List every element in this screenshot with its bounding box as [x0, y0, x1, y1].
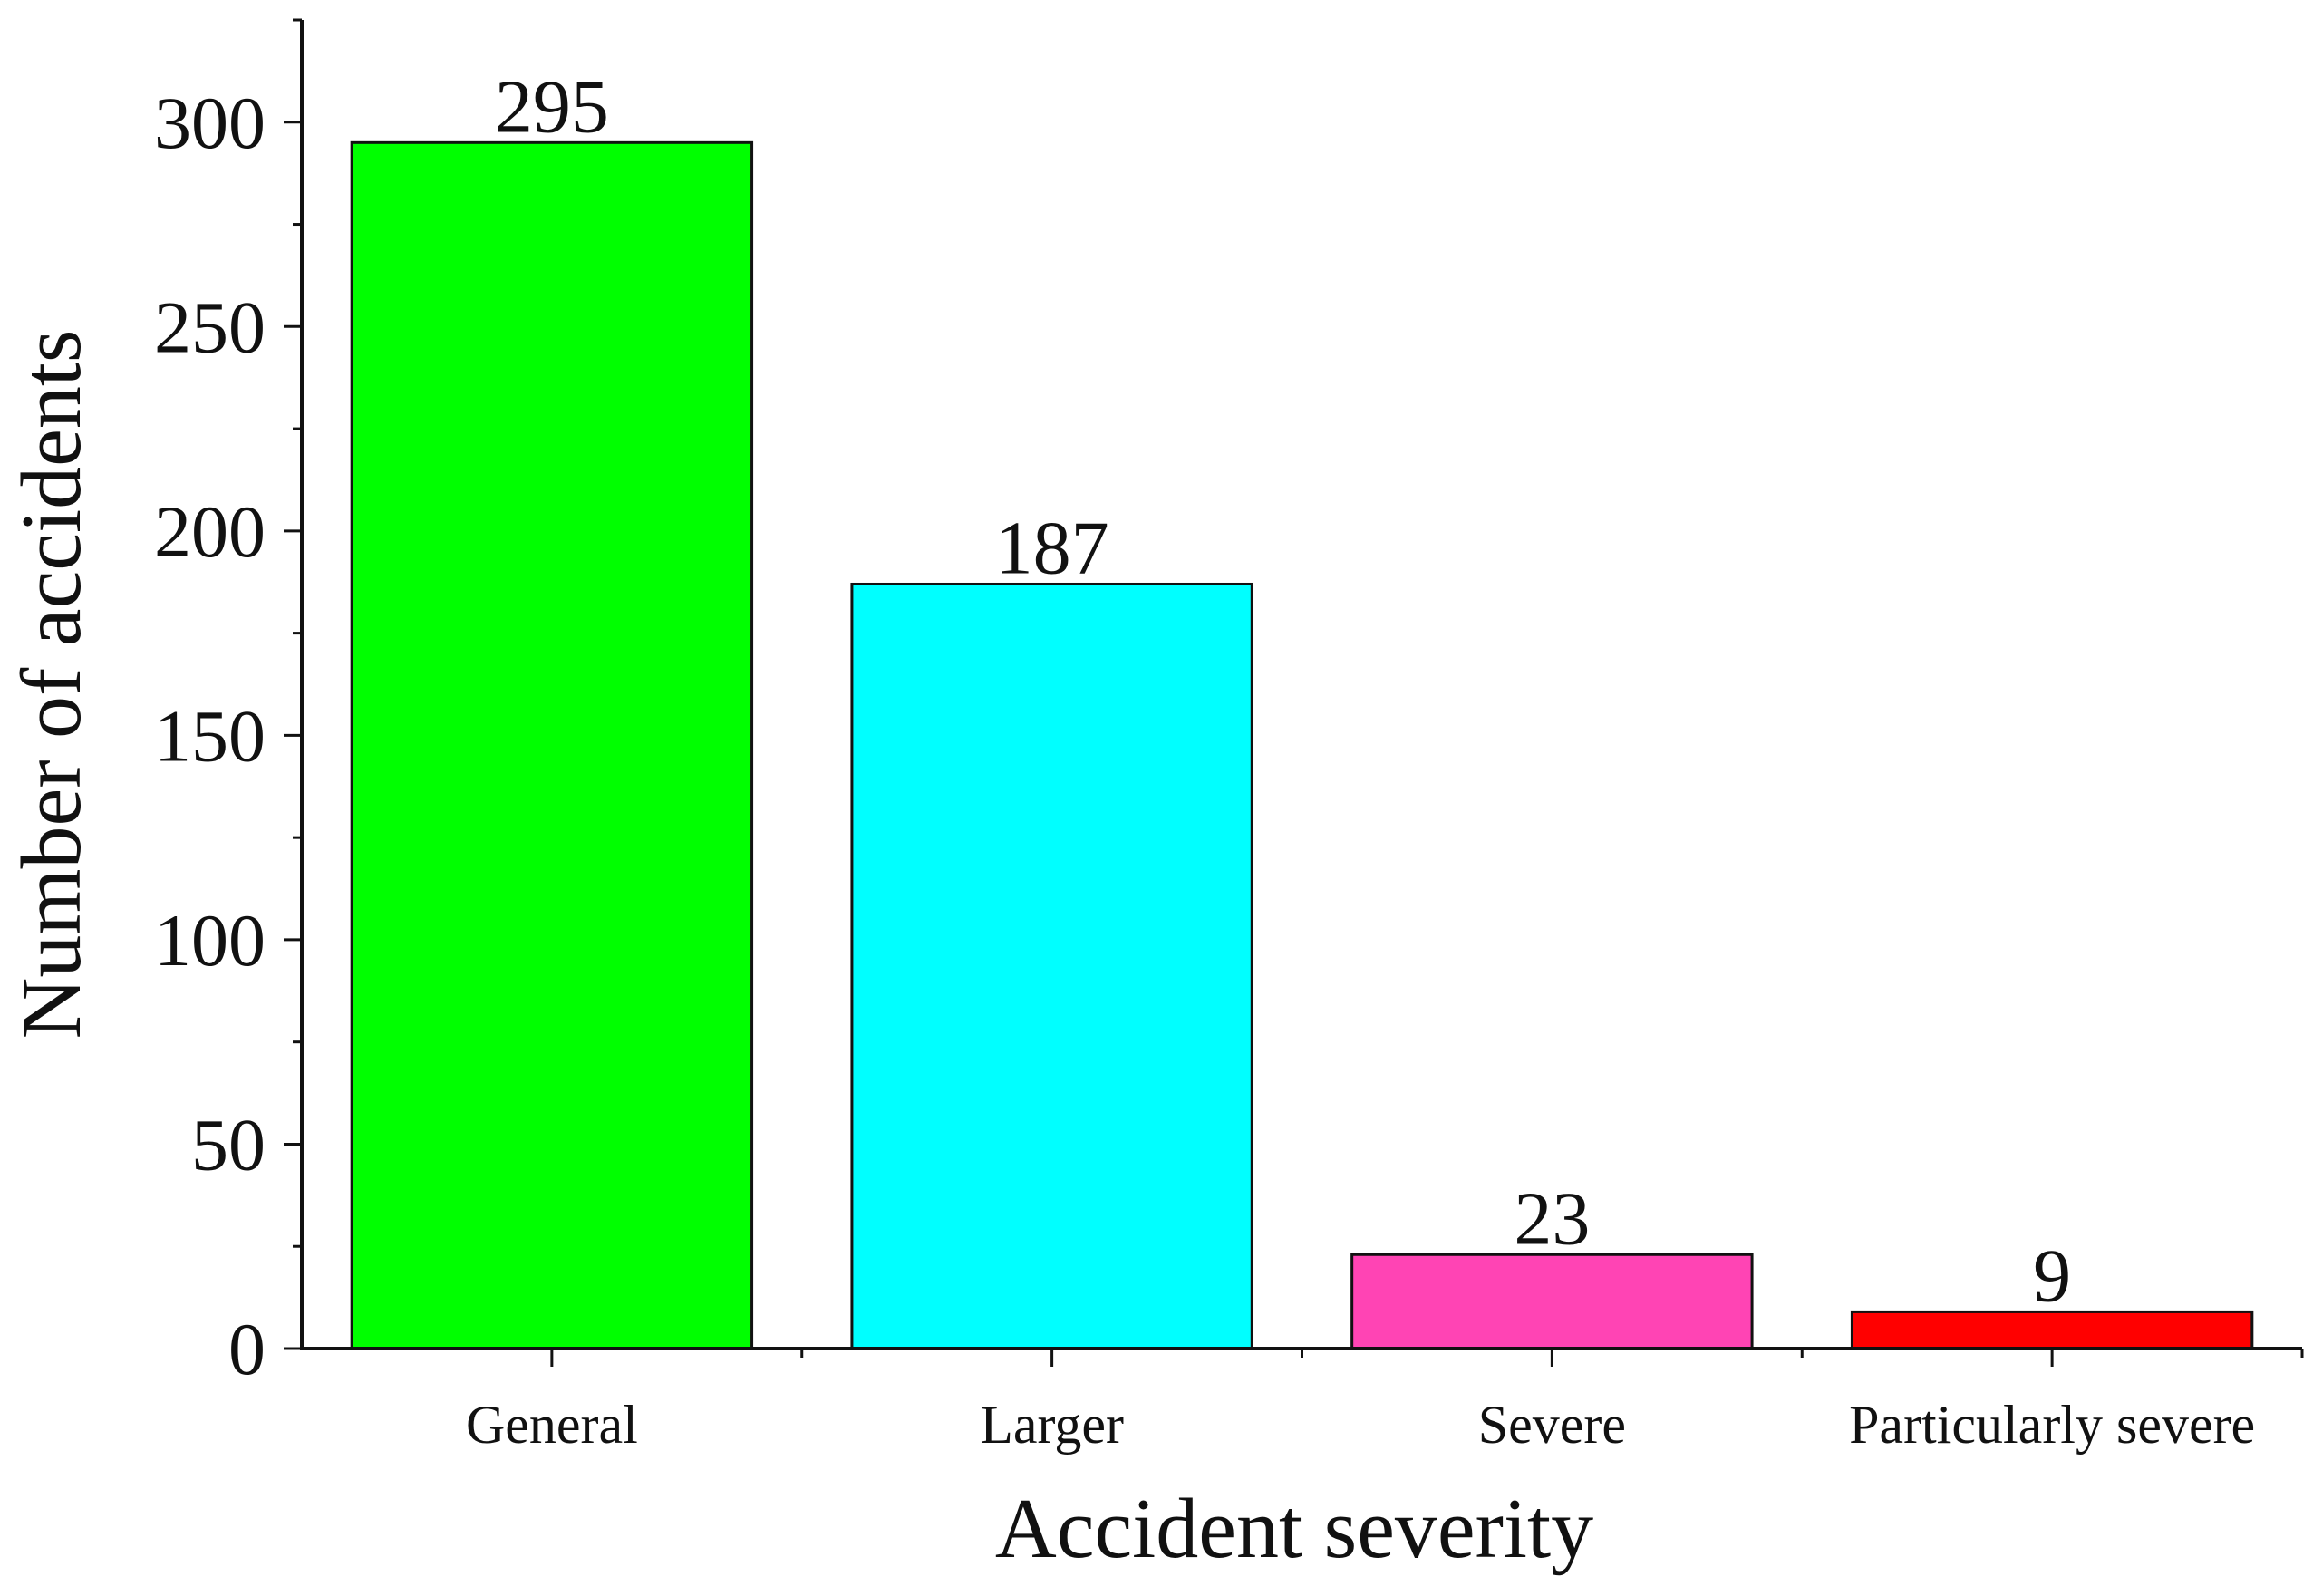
data-label: 187	[995, 506, 1109, 590]
y-major-ticks	[284, 121, 302, 1350]
data-label: 9	[2033, 1233, 2071, 1318]
y-tick-label: 250	[154, 285, 266, 368]
y-tick-labels: 0 50 100 150 200 250 300	[154, 82, 266, 1390]
bar-general	[350, 140, 754, 1350]
category-label: Severe	[1478, 1395, 1626, 1455]
category-label: General	[466, 1395, 638, 1455]
x-ticks	[550, 1349, 2304, 1367]
x-axis-title: Accident severity	[995, 1482, 1593, 1576]
category-label: Larger	[980, 1395, 1124, 1455]
y-tick-label: 300	[154, 82, 266, 164]
y-axis-title: Number of accidents	[5, 329, 99, 1039]
y-minor-ticks	[293, 18, 302, 1248]
category-labels: General Larger Severe Particularly severe	[466, 1395, 2255, 1455]
y-tick-label: 200	[154, 490, 266, 573]
bar-larger	[850, 582, 1253, 1350]
y-tick-label: 150	[154, 694, 266, 777]
category-label: Particularly severe	[1849, 1395, 2255, 1455]
y-tick-label: 50	[191, 1103, 266, 1185]
data-label: 295	[495, 64, 609, 149]
bar-severe	[1350, 1253, 1754, 1350]
data-labels: 295 187 23 9	[495, 64, 2071, 1318]
y-tick-label: 0	[228, 1308, 266, 1390]
y-tick-label: 100	[154, 899, 266, 982]
data-label: 23	[1514, 1176, 1590, 1261]
bars	[350, 140, 2254, 1350]
